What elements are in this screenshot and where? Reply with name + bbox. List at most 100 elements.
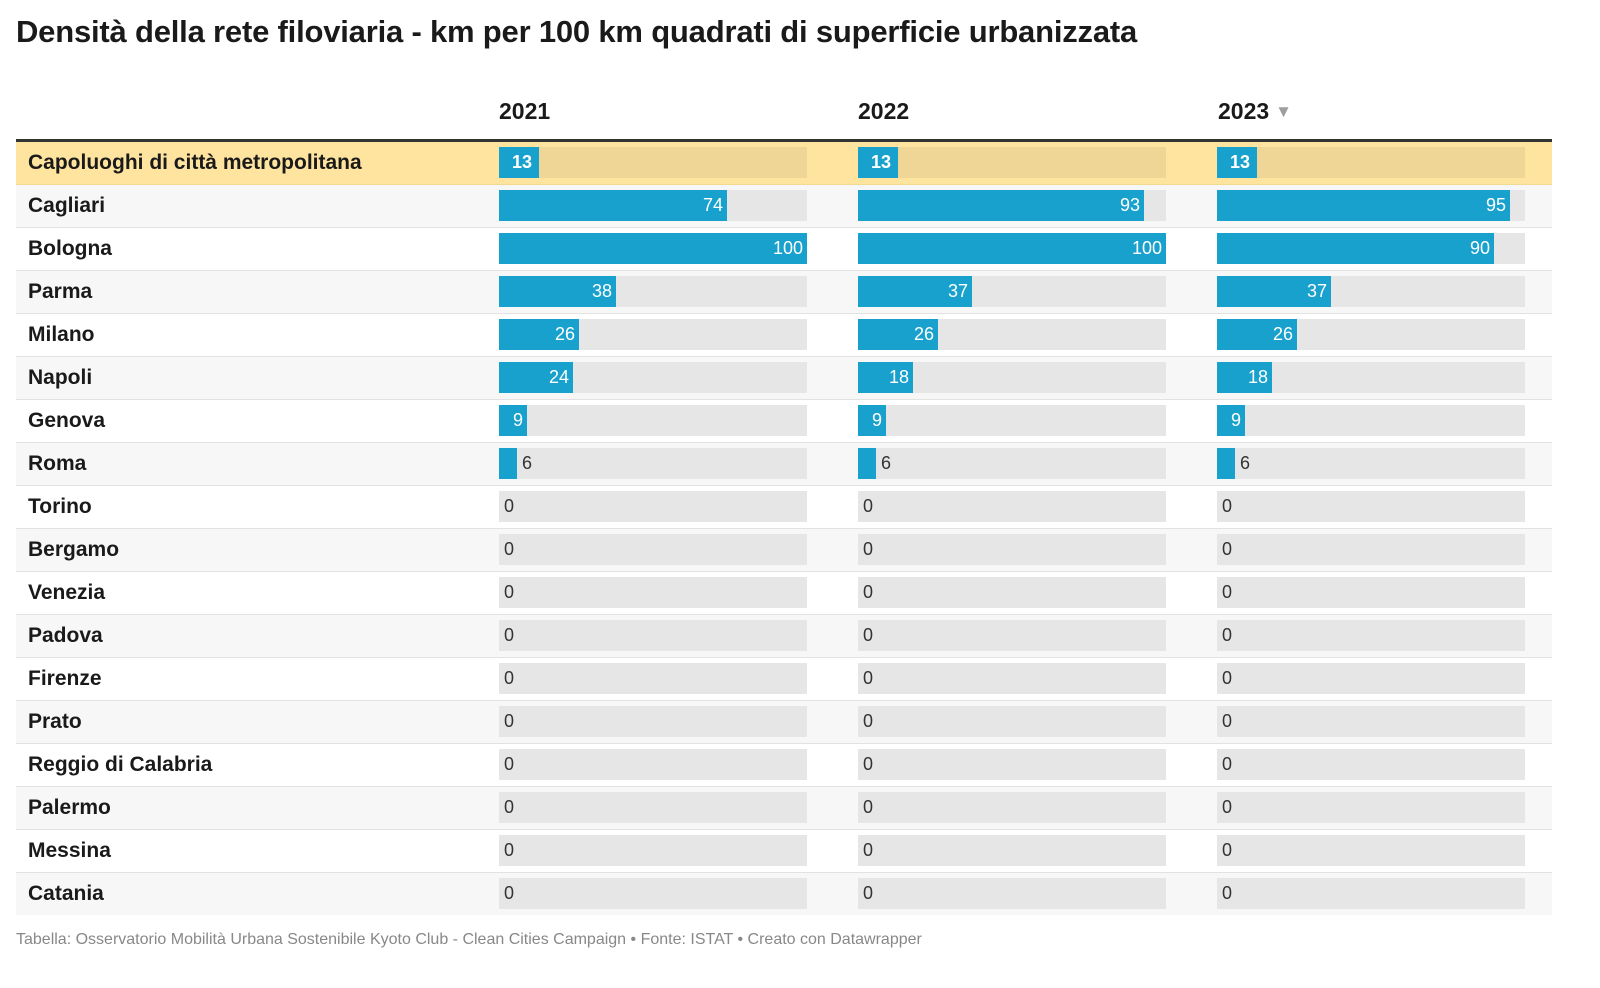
table-body: Capoluoghi di città metropolitana 13 13 13 C… bbox=[16, 142, 1552, 915]
bar-track: 13 bbox=[858, 147, 1166, 178]
value-label: 0 bbox=[863, 754, 874, 774]
bar-2021 bbox=[499, 319, 579, 350]
value-label: 93 bbox=[1119, 195, 1140, 215]
bar-track: 37 bbox=[1217, 276, 1525, 307]
value-label: 0 bbox=[863, 582, 874, 602]
bar-2022 bbox=[858, 190, 1144, 221]
table-row: Firenze 0 0 0 bbox=[16, 658, 1552, 701]
bar-2023 bbox=[1217, 319, 1297, 350]
value-label: 0 bbox=[863, 539, 874, 559]
value-label: 95 bbox=[1485, 195, 1506, 215]
bar-track: 0 bbox=[858, 749, 1166, 780]
value-label: 0 bbox=[1222, 625, 1233, 645]
column-header-2023[interactable]: 2023 ▼ bbox=[1218, 98, 1292, 125]
value-label: 0 bbox=[1222, 496, 1233, 516]
value-label: 0 bbox=[1222, 668, 1233, 688]
bar-2022 bbox=[858, 362, 913, 393]
bar-track: 0 bbox=[499, 706, 807, 737]
city-label: Firenze bbox=[28, 667, 102, 690]
column-header-2021[interactable]: 2021 bbox=[499, 98, 550, 125]
bar-track: 0 bbox=[858, 878, 1166, 909]
table-row: Parma 38 37 37 bbox=[16, 271, 1552, 314]
value-label: 0 bbox=[504, 496, 515, 516]
bar-track: 0 bbox=[499, 663, 807, 694]
bar-track: 0 bbox=[499, 577, 807, 608]
bar-2021 bbox=[499, 276, 616, 307]
bar-2021 bbox=[499, 405, 527, 436]
bar-track: 6 bbox=[858, 448, 1166, 479]
table-row: Cagliari 74 93 95 bbox=[16, 185, 1552, 228]
chart-title: Densità della rete filoviaria - km per 1… bbox=[16, 14, 1138, 49]
bar-track: 9 bbox=[499, 405, 807, 436]
table-row: Prato 0 0 0 bbox=[16, 701, 1552, 744]
bar-track: 13 bbox=[1217, 147, 1525, 178]
value-label: 0 bbox=[504, 668, 515, 688]
source-footer: Tabella: Osservatorio Mobilità Urbana So… bbox=[16, 931, 922, 948]
column-header-2022[interactable]: 2022 bbox=[858, 98, 909, 125]
table-row: Padova 0 0 0 bbox=[16, 615, 1552, 658]
value-label: 0 bbox=[1222, 711, 1233, 731]
value-label: 13 bbox=[1230, 152, 1251, 172]
bar-2023 bbox=[1217, 448, 1235, 479]
bar-track: 0 bbox=[858, 577, 1166, 608]
bar-2023 bbox=[1217, 362, 1272, 393]
value-label: 13 bbox=[512, 152, 533, 172]
bar-2023 bbox=[1217, 276, 1331, 307]
bar-track: 18 bbox=[858, 362, 1166, 393]
column-header-label: 2023 bbox=[1218, 98, 1270, 124]
bar-track: 37 bbox=[858, 276, 1166, 307]
city-label: Prato bbox=[28, 710, 82, 733]
bar-track: 74 bbox=[499, 190, 807, 221]
bar-track: 0 bbox=[1217, 706, 1525, 737]
table-header: 2021 2022 2023 ▼ bbox=[16, 92, 1552, 142]
bar-track: 100 bbox=[499, 233, 807, 264]
bar-2021 bbox=[499, 233, 807, 264]
value-label: 18 bbox=[1247, 367, 1268, 387]
value-label: 0 bbox=[504, 582, 515, 602]
bar-track: 93 bbox=[858, 190, 1166, 221]
value-label: 0 bbox=[504, 840, 515, 860]
bar-track: 0 bbox=[1217, 620, 1525, 651]
value-label: 0 bbox=[863, 625, 874, 645]
value-label: 100 bbox=[1131, 238, 1162, 258]
city-label: Reggio di Calabria bbox=[28, 753, 213, 776]
bar-track: 0 bbox=[858, 663, 1166, 694]
value-label: 0 bbox=[504, 754, 515, 774]
bar-track: 0 bbox=[499, 835, 807, 866]
bar-track: 13 bbox=[499, 147, 807, 178]
table-row: Palermo 0 0 0 bbox=[16, 787, 1552, 830]
bar-track: 38 bbox=[499, 276, 807, 307]
value-label: 13 bbox=[871, 152, 892, 172]
value-label: 9 bbox=[1230, 410, 1241, 430]
column-header-label: 2022 bbox=[858, 98, 910, 124]
value-label: 0 bbox=[504, 711, 515, 731]
city-label: Catania bbox=[28, 882, 104, 905]
value-label: 24 bbox=[548, 367, 569, 387]
bar-2021 bbox=[499, 448, 517, 479]
bar-track: 95 bbox=[1217, 190, 1525, 221]
bar-track: 6 bbox=[1217, 448, 1525, 479]
bar-track: 26 bbox=[1217, 319, 1525, 350]
value-label: 0 bbox=[504, 797, 515, 817]
table-row: Capoluoghi di città metropolitana 13 13 13 bbox=[16, 142, 1552, 185]
value-label: 0 bbox=[1222, 797, 1233, 817]
value-label: 0 bbox=[863, 797, 874, 817]
value-label: 9 bbox=[512, 410, 523, 430]
table-row: Roma 6 6 6 bbox=[16, 443, 1552, 486]
bar-track: 100 bbox=[858, 233, 1166, 264]
bar-track: 0 bbox=[1217, 663, 1525, 694]
bar-2022 bbox=[858, 319, 938, 350]
bar-track: 0 bbox=[1217, 749, 1525, 780]
value-label: 0 bbox=[504, 539, 515, 559]
value-label: 37 bbox=[947, 281, 968, 301]
table-row: Venezia 0 0 0 bbox=[16, 572, 1552, 615]
bar-track: 0 bbox=[499, 491, 807, 522]
value-label: 0 bbox=[863, 840, 874, 860]
value-label: 0 bbox=[1222, 582, 1233, 602]
bar-track: 0 bbox=[1217, 577, 1525, 608]
triangle-down-icon: ▼ bbox=[1275, 102, 1292, 121]
bar-track: 0 bbox=[1217, 835, 1525, 866]
bar-track: 0 bbox=[1217, 878, 1525, 909]
table-row: Reggio di Calabria 0 0 0 bbox=[16, 744, 1552, 787]
city-label: Bologna bbox=[28, 237, 112, 260]
